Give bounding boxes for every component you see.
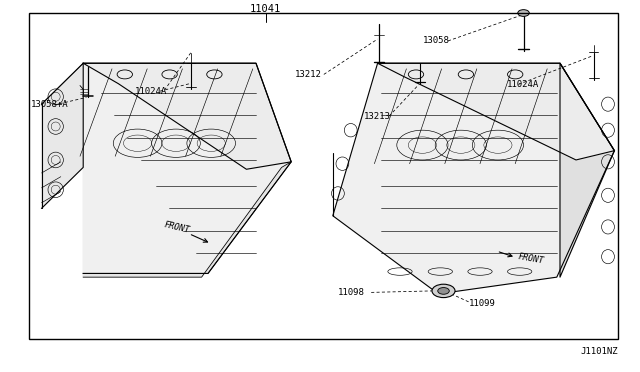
Text: 11098: 11098 (338, 288, 365, 297)
Polygon shape (378, 63, 614, 160)
Circle shape (432, 284, 455, 298)
Text: 13213: 13213 (364, 112, 390, 121)
Polygon shape (83, 63, 291, 273)
Polygon shape (42, 63, 83, 208)
Polygon shape (83, 63, 291, 169)
Circle shape (438, 288, 449, 294)
Text: 11099: 11099 (469, 299, 496, 308)
Text: J1101NZ: J1101NZ (580, 347, 618, 356)
Text: 13058+A: 13058+A (31, 100, 68, 109)
Text: FRONT: FRONT (517, 252, 545, 265)
Polygon shape (83, 162, 291, 277)
Text: 11024A: 11024A (134, 87, 166, 96)
Polygon shape (560, 63, 614, 277)
Text: 11024A: 11024A (507, 80, 539, 89)
Circle shape (518, 10, 529, 16)
Text: FRONT: FRONT (163, 220, 191, 235)
Text: 13058: 13058 (422, 36, 449, 45)
Text: 11041: 11041 (250, 4, 281, 14)
Polygon shape (333, 63, 614, 294)
Bar (29, 13, 618, 339)
Text: 13212: 13212 (294, 70, 321, 79)
